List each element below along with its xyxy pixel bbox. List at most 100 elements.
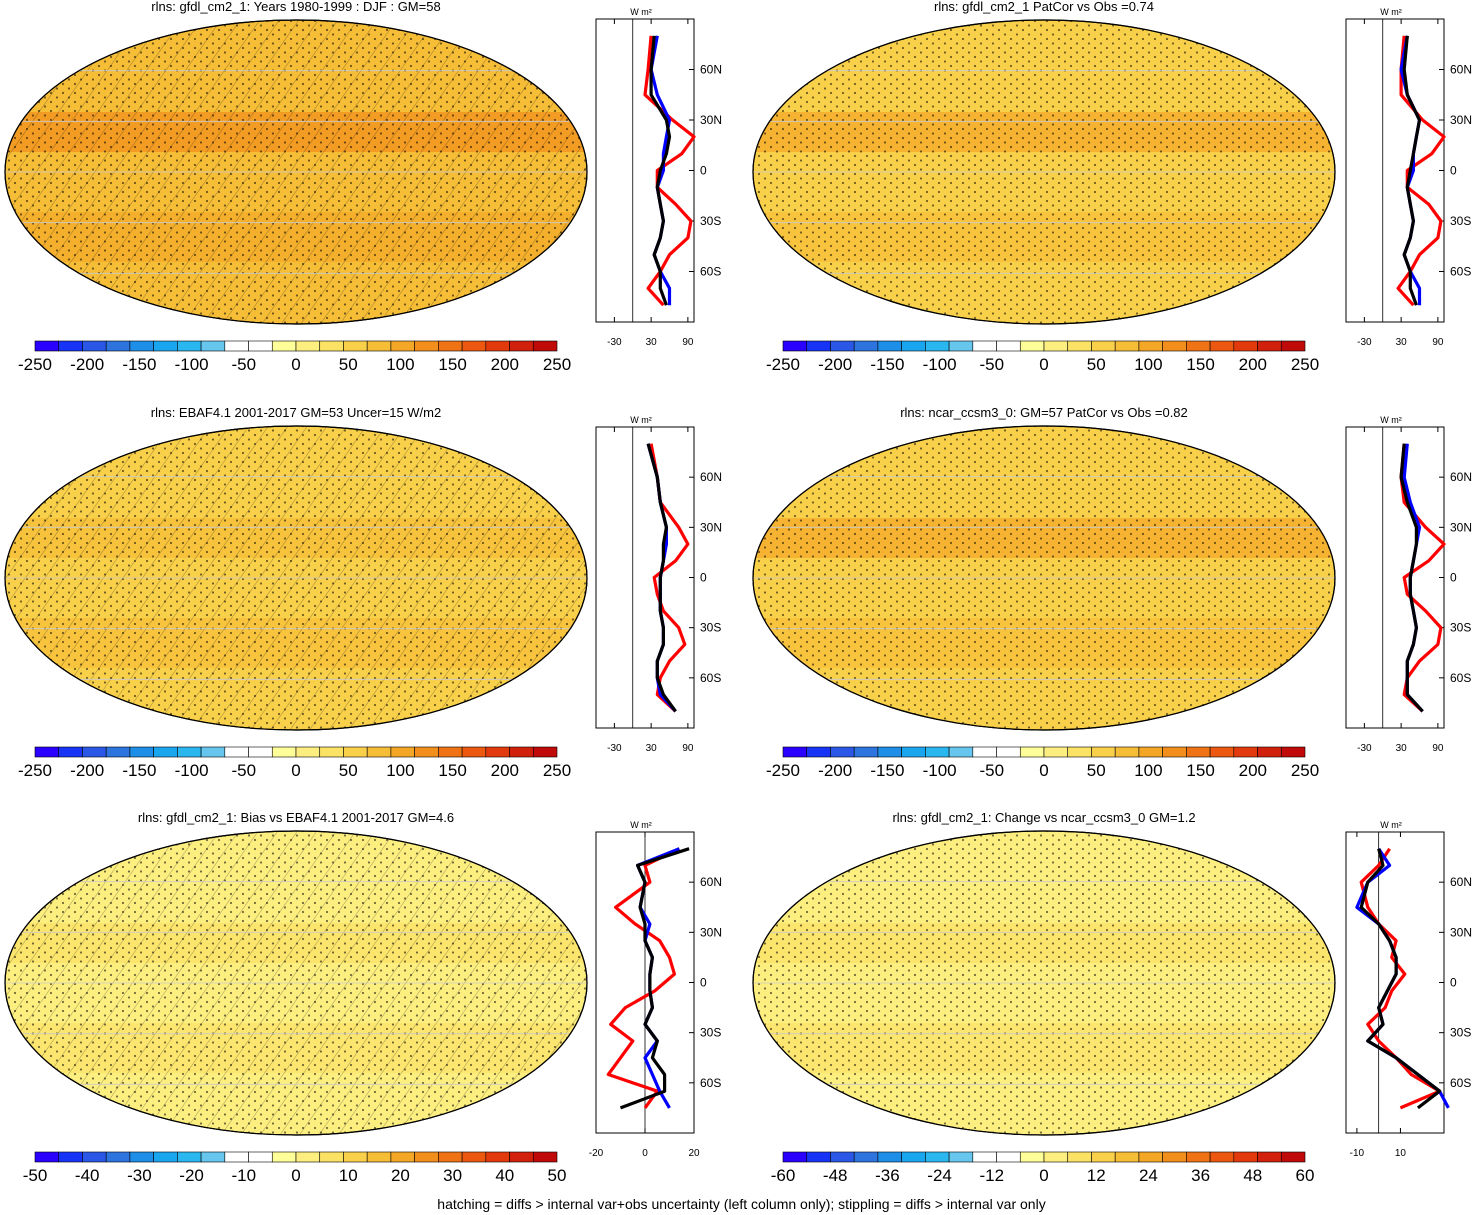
profile-xtick-label: -30 bbox=[607, 337, 622, 348]
profile-xtick-label: -30 bbox=[1357, 743, 1372, 754]
colorbar-box bbox=[414, 1151, 439, 1163]
colorbar-tick-label: -100 bbox=[175, 355, 209, 374]
colorbar-box bbox=[248, 1151, 273, 1163]
colorbar-box bbox=[1043, 340, 1069, 352]
colorbar-tick-label: -50 bbox=[23, 1166, 48, 1185]
colorbar-box bbox=[343, 340, 368, 352]
colorbar-tick-label: 200 bbox=[491, 355, 519, 374]
colorbar-tick-label: -150 bbox=[122, 761, 156, 780]
profile-ytick-label: 0 bbox=[1450, 976, 1457, 990]
profile-xtick-label: -30 bbox=[607, 743, 622, 754]
colorbar-box bbox=[782, 340, 808, 352]
colorbar-box bbox=[224, 746, 249, 758]
colorbar-box bbox=[319, 746, 344, 758]
colorbar-box bbox=[972, 746, 997, 758]
colorbar-box bbox=[105, 1151, 131, 1163]
colorbar-tick-label: 36 bbox=[1191, 1166, 1210, 1185]
colorbar-box bbox=[34, 340, 60, 352]
colorbar-box bbox=[390, 340, 415, 352]
colorbar-tick-label: 150 bbox=[1186, 761, 1214, 780]
colorbar-tick-label: 200 bbox=[491, 761, 519, 780]
colorbar-tick-label: 50 bbox=[339, 761, 358, 780]
colorbar-box bbox=[58, 1151, 83, 1163]
profile-unit-label: W m² bbox=[630, 820, 652, 830]
colorbar-tick-label: 60 bbox=[1296, 1166, 1315, 1185]
colorbar-box bbox=[532, 1151, 558, 1163]
profile-series-line bbox=[646, 443, 677, 713]
colorbar-box bbox=[1067, 340, 1092, 352]
panel-title: rlns: ncar_ccsm3_0: GM=57 PatCor vs Obs … bbox=[900, 405, 1188, 420]
profile-frame bbox=[595, 426, 695, 729]
colorbar-tick-label: 250 bbox=[1291, 355, 1319, 374]
colorbar-tick-label: -40 bbox=[75, 1166, 100, 1185]
colorbar-tick-label: -150 bbox=[870, 355, 904, 374]
colorbar-box bbox=[853, 1151, 879, 1163]
profile-xtick-label: -30 bbox=[1357, 337, 1372, 348]
colorbar-box bbox=[1186, 746, 1211, 758]
colorbar-box bbox=[1233, 1151, 1258, 1163]
colorbar-box bbox=[461, 746, 487, 758]
colorbar-tick-label: 0 bbox=[1039, 761, 1048, 780]
colorbar-box bbox=[414, 746, 439, 758]
colorbar-tick-label: -50 bbox=[980, 355, 1005, 374]
colorbar-box bbox=[1067, 746, 1092, 758]
profile-xtick-label: 90 bbox=[682, 743, 694, 754]
colorbar-tick-label: -100 bbox=[175, 761, 209, 780]
colorbar-box bbox=[366, 1151, 392, 1163]
colorbar-box bbox=[830, 1151, 855, 1163]
colorbar-tick-label: 50 bbox=[548, 1166, 567, 1185]
colorbar-box bbox=[248, 746, 273, 758]
map-field bbox=[753, 831, 1335, 1135]
colorbar-box bbox=[248, 340, 273, 352]
colorbar-box bbox=[177, 1151, 202, 1163]
colorbar-box bbox=[1138, 1151, 1163, 1163]
colorbar-box bbox=[830, 746, 855, 758]
colorbar-tick-label: -200 bbox=[70, 355, 104, 374]
colorbar-box bbox=[82, 746, 107, 758]
colorbar-tick-label: -36 bbox=[875, 1166, 900, 1185]
map-outline bbox=[752, 830, 1336, 1136]
profile-series-line bbox=[1402, 35, 1422, 306]
colorbar-box bbox=[295, 1151, 321, 1163]
colorbar-box bbox=[1162, 340, 1187, 352]
colorbar-tick-label: -20 bbox=[179, 1166, 204, 1185]
colorbar-box bbox=[366, 340, 392, 352]
profile-ytick-label: 60N bbox=[700, 470, 722, 484]
colorbar-box bbox=[343, 1151, 368, 1163]
colorbar-tick-label: 0 bbox=[1039, 1166, 1048, 1185]
profile-series-line bbox=[1399, 443, 1424, 713]
colorbar-tick-label: 250 bbox=[1291, 761, 1319, 780]
profile-xtick-label: 30 bbox=[1396, 337, 1408, 348]
colorbar-tick-label: -50 bbox=[232, 761, 257, 780]
colorbar-box bbox=[295, 746, 321, 758]
colorbar-box bbox=[782, 1151, 808, 1163]
colorbar-box bbox=[485, 340, 510, 352]
map-outline bbox=[4, 830, 588, 1136]
panel-top-left: rlns: gfdl_cm2_1: Years 1980-1999 : DJF … bbox=[4, 0, 722, 374]
colorbar-box bbox=[200, 340, 226, 352]
colorbar-box bbox=[105, 340, 131, 352]
colorbar-box bbox=[948, 340, 974, 352]
profile-ytick-label: 30S bbox=[1450, 1026, 1471, 1040]
colorbar-tick-label: 20 bbox=[391, 1166, 410, 1185]
colorbar-box bbox=[153, 1151, 178, 1163]
profile-xtick-label: 90 bbox=[1432, 337, 1444, 348]
colorbar-box bbox=[105, 746, 131, 758]
profile-unit-label: W m² bbox=[1380, 415, 1402, 425]
panel-title: rlns: gfdl_cm2_1: Bias vs EBAF4.1 2001-2… bbox=[138, 810, 454, 825]
profile-ytick-label: 0 bbox=[700, 976, 707, 990]
profile-xtick-label: 90 bbox=[1432, 743, 1444, 754]
profile-unit-label: W m² bbox=[630, 7, 652, 17]
profile-ytick-label: 60N bbox=[1450, 470, 1472, 484]
colorbar-box bbox=[996, 1151, 1021, 1163]
colorbar-tick-label: -100 bbox=[923, 761, 957, 780]
panel-bottom-left: rlns: gfdl_cm2_1: Bias vs EBAF4.1 2001-2… bbox=[4, 810, 722, 1185]
colorbar-tick-label: 100 bbox=[386, 355, 414, 374]
profile-ytick-label: 30S bbox=[700, 621, 721, 635]
colorbar-box bbox=[1019, 746, 1045, 758]
colorbar-tick-label: -250 bbox=[766, 355, 800, 374]
profile-ytick-label: 30S bbox=[700, 214, 721, 228]
colorbar-tick-label: 200 bbox=[1239, 761, 1267, 780]
colorbar-box bbox=[390, 746, 415, 758]
